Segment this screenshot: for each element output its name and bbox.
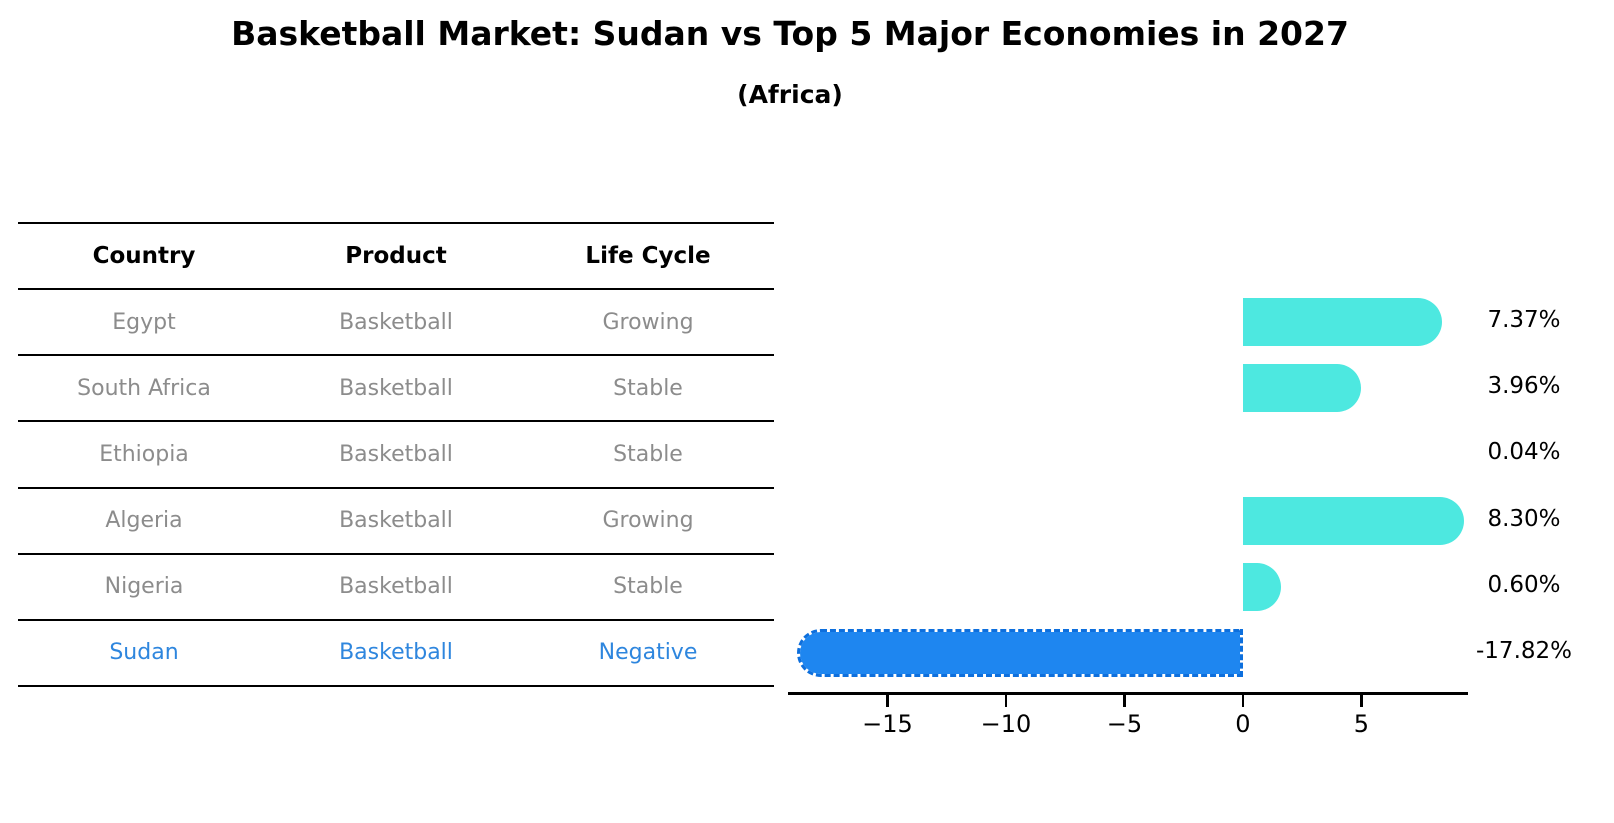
bar-algeria bbox=[1242, 496, 1464, 545]
cell-life-cycle: Growing bbox=[602, 508, 694, 534]
cell-life-cycle: Negative bbox=[598, 640, 698, 666]
value-label-ethiopia: 0.04% bbox=[1487, 439, 1561, 466]
table-row-ethiopia: Ethiopia Basketball Stable bbox=[18, 421, 774, 487]
x-axis-tick bbox=[1241, 695, 1245, 707]
x-axis-tick bbox=[886, 695, 889, 707]
chart-subtitle: (Africa) bbox=[737, 80, 843, 109]
bar-sudan bbox=[796, 628, 1243, 677]
x-axis-tick-label: −15 bbox=[862, 710, 913, 738]
cell-country: Algeria bbox=[105, 508, 183, 534]
table-header-cell-life-cycle: Life Cycle bbox=[585, 243, 711, 270]
cell-country: South Africa bbox=[77, 375, 211, 401]
cell-country: Ethiopia bbox=[99, 441, 189, 467]
x-axis-line bbox=[788, 692, 1468, 695]
table-row-nigeria: Nigeria Basketball Stable bbox=[18, 554, 774, 620]
cell-life-cycle: Growing bbox=[602, 309, 694, 335]
cell-product: Basketball bbox=[339, 574, 453, 600]
cell-country: Sudan bbox=[109, 640, 179, 666]
chart-title: Basketball Market: Sudan vs Top 5 Major … bbox=[231, 14, 1349, 53]
table-rule bbox=[18, 354, 774, 357]
x-axis-tick-label: 5 bbox=[1353, 710, 1370, 738]
cell-product: Basketball bbox=[339, 640, 453, 666]
bar-nigeria bbox=[1242, 562, 1282, 611]
x-axis-tick bbox=[1360, 695, 1363, 707]
value-label-nigeria: 0.60% bbox=[1487, 571, 1561, 598]
value-label-egypt: 7.37% bbox=[1487, 307, 1561, 334]
bar-south-africa bbox=[1242, 364, 1361, 413]
table-header-row: Country Product Life Cycle bbox=[18, 223, 774, 289]
value-label-sudan: -17.82% bbox=[1476, 637, 1572, 664]
table-rule bbox=[18, 552, 774, 555]
table-row-south-africa: South Africa Basketball Stable bbox=[18, 355, 774, 421]
cell-product: Basketball bbox=[339, 309, 453, 335]
bar-egypt bbox=[1242, 298, 1442, 347]
cell-life-cycle: Stable bbox=[613, 375, 683, 401]
value-label-algeria: 8.30% bbox=[1487, 505, 1561, 532]
table-row-sudan: Sudan Basketball Negative bbox=[18, 620, 774, 686]
table-row-algeria: Algeria Basketball Growing bbox=[18, 488, 774, 554]
table-rule bbox=[18, 684, 774, 687]
table-rule bbox=[18, 618, 774, 621]
cell-life-cycle: Stable bbox=[613, 574, 683, 600]
cell-product: Basketball bbox=[339, 508, 453, 534]
cell-product: Basketball bbox=[339, 441, 453, 467]
table-rule bbox=[18, 486, 774, 489]
x-axis-tick-label: −5 bbox=[1106, 710, 1143, 738]
cell-life-cycle: Stable bbox=[613, 441, 683, 467]
table-rule bbox=[18, 288, 774, 291]
cell-product: Basketball bbox=[339, 375, 453, 401]
x-axis-tick bbox=[1004, 695, 1008, 707]
x-axis-tick-label: −10 bbox=[980, 710, 1032, 738]
cell-country: Egypt bbox=[112, 309, 176, 335]
table-rule bbox=[18, 420, 774, 423]
value-label-south-africa: 3.96% bbox=[1487, 373, 1561, 400]
x-axis-tick bbox=[1123, 695, 1126, 707]
cell-country: Nigeria bbox=[104, 574, 184, 600]
table-row-egypt: Egypt Basketball Growing bbox=[18, 289, 774, 355]
table-rule bbox=[18, 222, 774, 224]
table-header-cell-product: Product bbox=[345, 243, 447, 270]
table-header-cell-country: Country bbox=[92, 243, 196, 270]
x-axis-tick-label: 0 bbox=[1235, 710, 1251, 738]
